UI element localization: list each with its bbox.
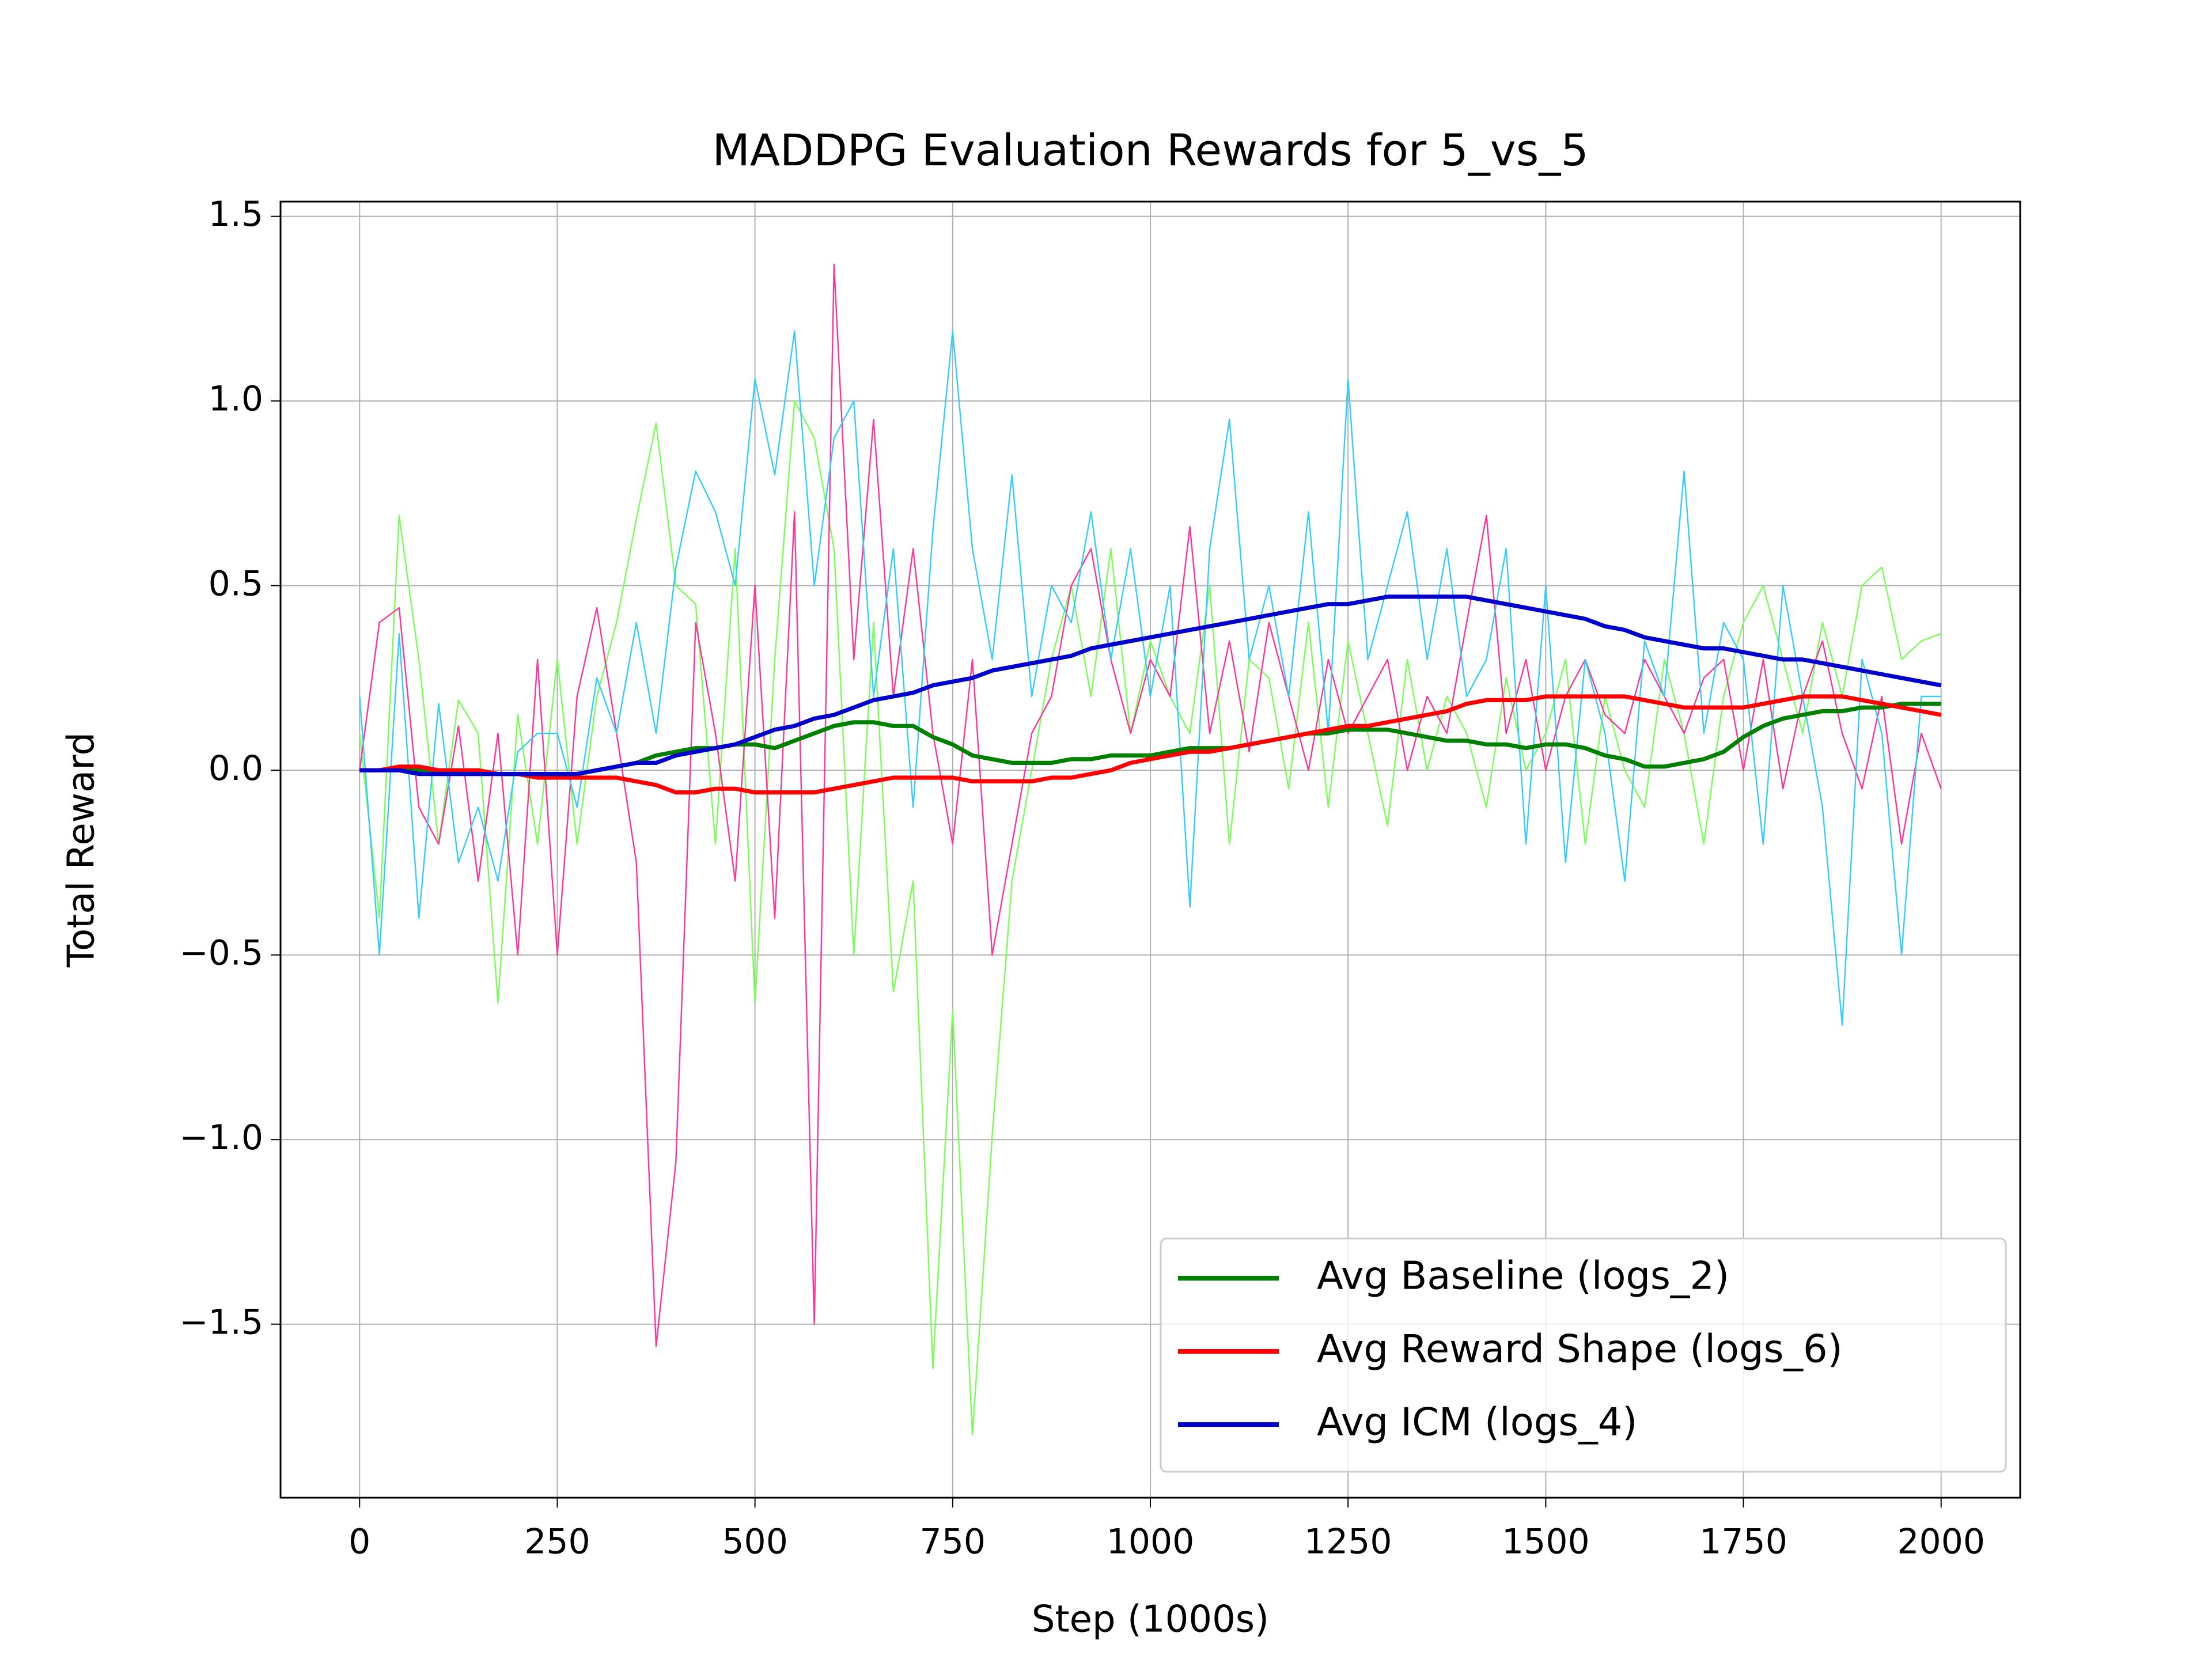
y-tick-label: −1.0 — [179, 1118, 263, 1158]
y-tick-label: 1.5 — [209, 194, 263, 234]
y-tick-label: −1.5 — [179, 1302, 263, 1342]
x-tick-label: 2000 — [1897, 1522, 1985, 1562]
legend-label: Avg Reward Shape (logs_6) — [1317, 1327, 1843, 1372]
series-line — [359, 400, 1942, 1436]
x-tick-label: 250 — [524, 1522, 590, 1562]
x-tick-label: 500 — [722, 1522, 788, 1562]
x-tick-label: 1500 — [1502, 1522, 1590, 1562]
series-line — [359, 330, 1941, 1026]
x-tick-label: 1750 — [1699, 1522, 1787, 1562]
y-tick-label: 0.5 — [209, 563, 263, 604]
legend-box — [1160, 1237, 2007, 1473]
legend-label: Avg Baseline (logs_2) — [1317, 1253, 1729, 1298]
x-tick-label: 1000 — [1107, 1522, 1195, 1562]
legend-label: Avg ICM (logs_4) — [1317, 1400, 1637, 1445]
plot-frame — [279, 200, 2021, 1499]
x-tick-label: 1250 — [1304, 1522, 1392, 1562]
x-tick-label: 750 — [920, 1522, 986, 1562]
series-line — [359, 694, 1942, 795]
x-tick-label: 0 — [349, 1522, 370, 1562]
y-tick-label: −0.5 — [179, 933, 263, 973]
y-tick-label: 1.0 — [209, 379, 263, 419]
y-tick-label: 0.0 — [209, 748, 263, 789]
chart-title: MADDPG Evaluation Rewards for 5_vs_5 — [712, 124, 1588, 176]
y-axis-label: Total Reward — [60, 732, 103, 968]
series-line — [359, 263, 1942, 1347]
x-axis-label: Step (1000s) — [1032, 1599, 1269, 1641]
series-line — [359, 594, 1942, 777]
